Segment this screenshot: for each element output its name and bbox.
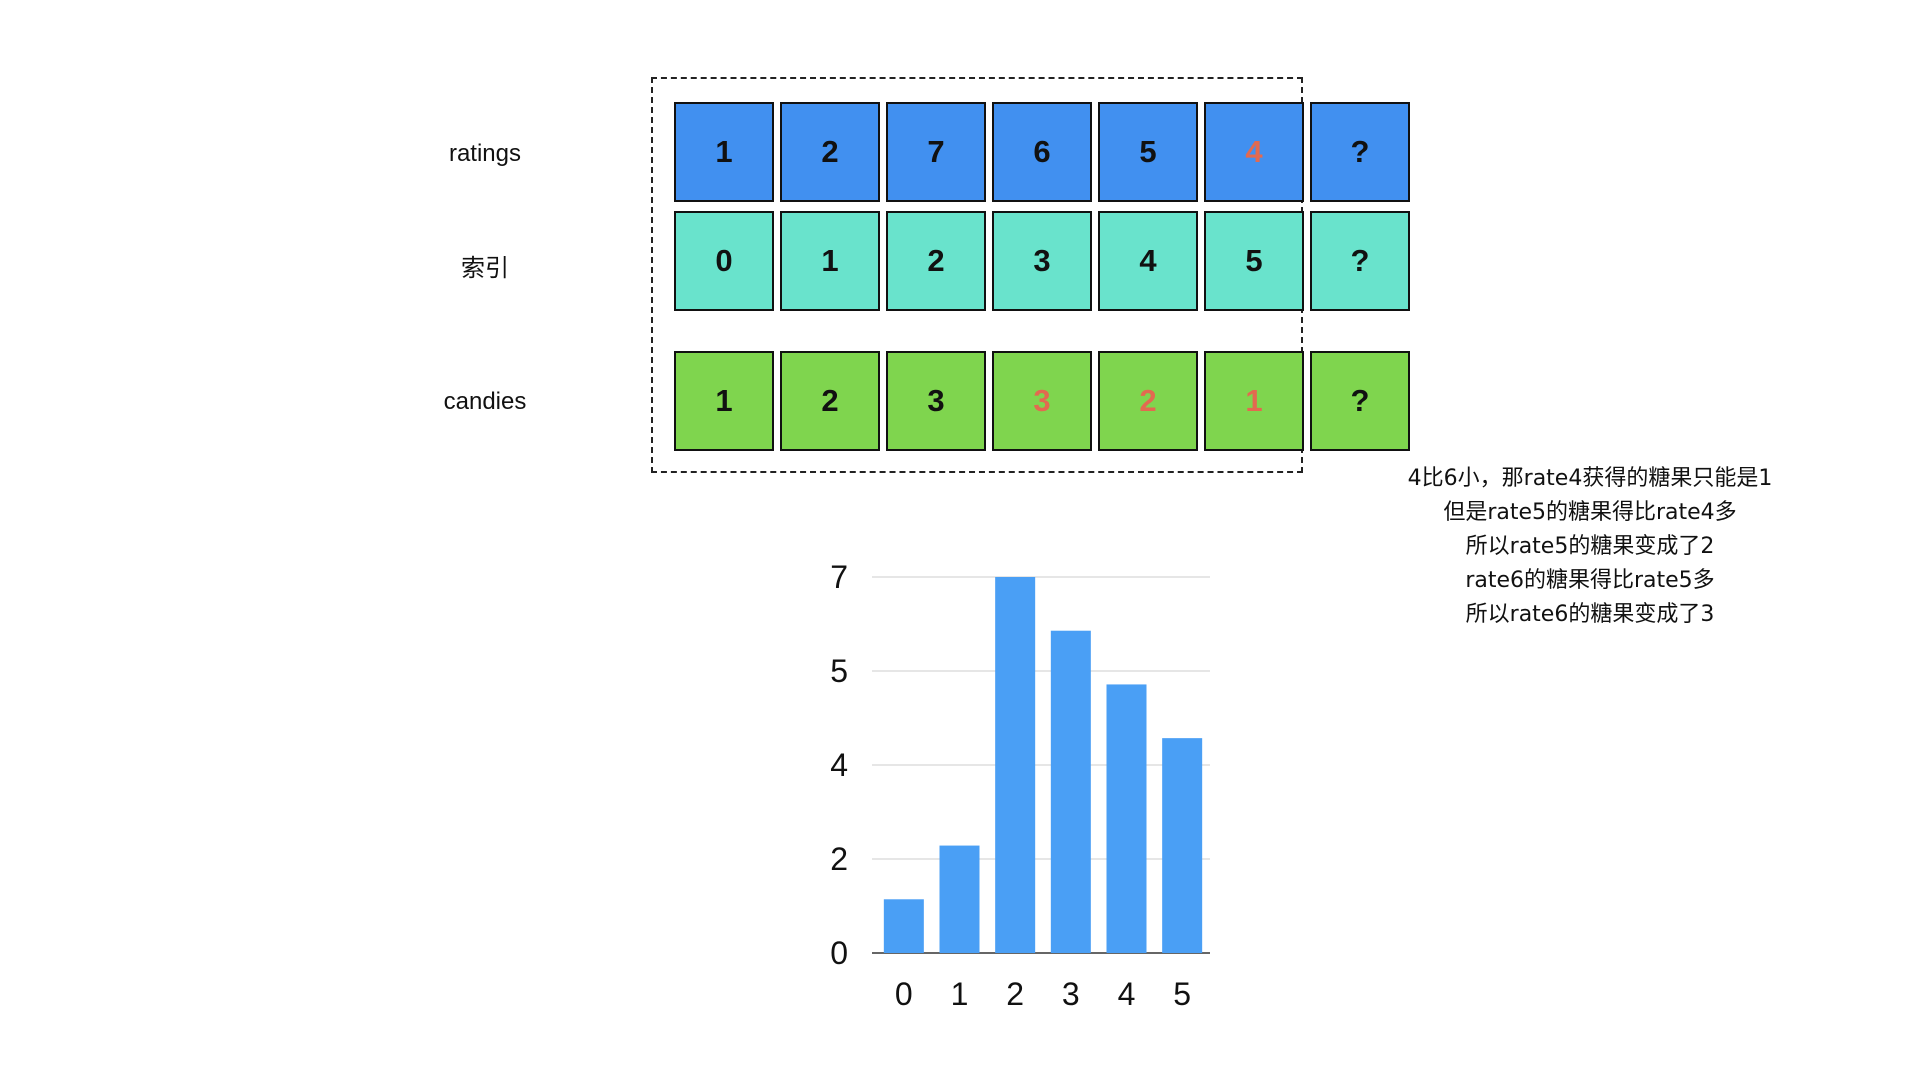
explanation-line-2: 但是rate5的糖果得比rate4多 — [1443, 500, 1737, 525]
candies-label: candies — [443, 388, 527, 415]
ratings-cell-0: 1 — [674, 102, 774, 202]
x-tick-label: 1 — [951, 976, 969, 1012]
y-tick-label: 5 — [830, 653, 848, 689]
index-cell-6: ? — [1310, 211, 1410, 311]
y-tick-label: 0 — [830, 935, 848, 971]
ratings-cell-1: 2 — [780, 102, 880, 202]
ratings-cell-2: 7 — [886, 102, 986, 202]
ratings-cell-5: 4 — [1204, 102, 1304, 202]
candies-cell-3: 3 — [992, 351, 1092, 451]
bar — [1050, 630, 1091, 953]
candies-cell-5: 1 — [1204, 351, 1304, 451]
bar — [995, 577, 1036, 953]
index-label: 索引 — [461, 255, 509, 282]
ratings-cell-6: ? — [1310, 102, 1410, 202]
bar — [1162, 738, 1203, 953]
ratings-cell-3: 6 — [992, 102, 1092, 202]
index-cell-2: 2 — [886, 211, 986, 311]
y-tick-label: 4 — [830, 747, 848, 783]
bar — [1106, 684, 1147, 953]
x-tick-label: 4 — [1118, 976, 1136, 1012]
explanation-line-3: 所以rate5的糖果变成了2 — [1465, 534, 1715, 559]
y-tick-label: 7 — [830, 559, 848, 595]
index-cell-1: 1 — [780, 211, 880, 311]
bar — [939, 845, 980, 953]
x-tick-label: 5 — [1173, 976, 1191, 1012]
candies-cell-4: 2 — [1098, 351, 1198, 451]
x-tick-label: 3 — [1062, 976, 1080, 1012]
x-tick-label: 2 — [1006, 976, 1024, 1012]
explanation-note: 4比6小，那rate4获得的糖果只能是1 但是rate5的糖果得比rate4多 … — [1370, 462, 1810, 632]
ratings-bar-chart: 0 2 4 5 7 0 1 2 3 4 5 — [830, 559, 1210, 1012]
explanation-line-1: 4比6小，那rate4获得的糖果只能是1 — [1407, 466, 1773, 491]
index-cell-0: 0 — [674, 211, 774, 311]
bar — [883, 899, 924, 953]
index-cell-5: 5 — [1204, 211, 1304, 311]
candies-cell-2: 3 — [886, 351, 986, 451]
index-cell-4: 4 — [1098, 211, 1198, 311]
explanation-line-4: rate6的糖果得比rate5多 — [1465, 568, 1715, 593]
y-tick-label: 2 — [830, 841, 848, 877]
candies-cell-1: 2 — [780, 351, 880, 451]
x-tick-label: 0 — [895, 976, 913, 1012]
explanation-line-5: 所以rate6的糖果变成了3 — [1465, 602, 1715, 627]
ratings-cell-4: 5 — [1098, 102, 1198, 202]
ratings-label: ratings — [448, 140, 522, 167]
index-cell-3: 3 — [992, 211, 1092, 311]
candies-cell-6: ? — [1310, 351, 1410, 451]
candies-cell-0: 1 — [674, 351, 774, 451]
